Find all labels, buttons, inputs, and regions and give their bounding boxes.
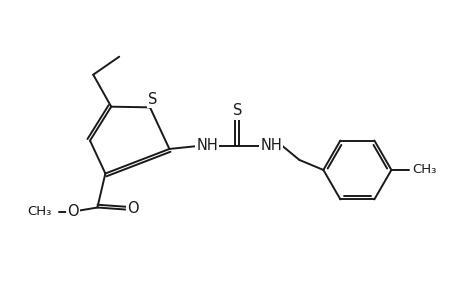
Text: CH₃: CH₃ (412, 164, 436, 176)
Text: S: S (232, 103, 241, 118)
Text: NH: NH (260, 138, 282, 153)
Text: O: O (127, 201, 139, 216)
Text: CH₃: CH₃ (27, 205, 51, 218)
Text: NH: NH (196, 138, 218, 153)
Text: O: O (67, 204, 79, 219)
Text: S: S (148, 92, 157, 107)
